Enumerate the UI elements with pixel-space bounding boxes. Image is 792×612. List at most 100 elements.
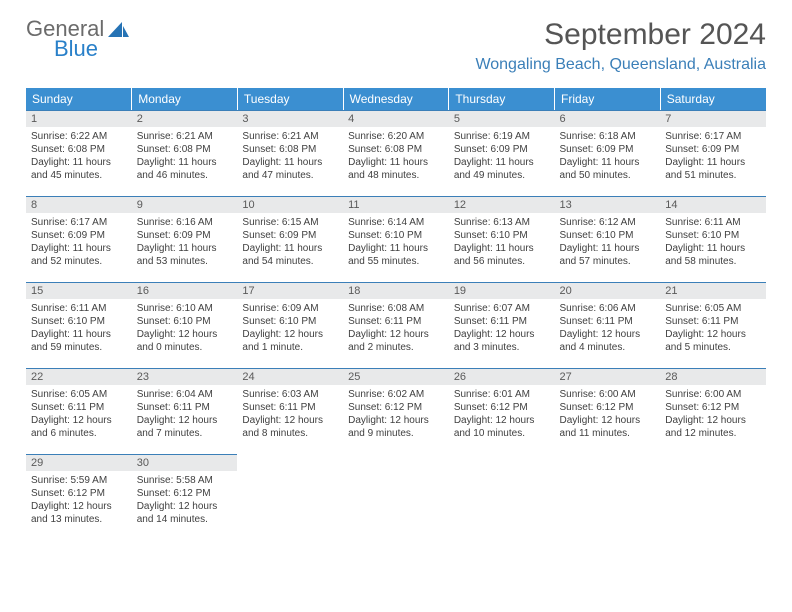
daylight-text-line1: Daylight: 12 hours (665, 328, 761, 341)
day-number: 29 (26, 454, 132, 471)
day-number: 3 (237, 110, 343, 127)
calendar-cell: 17Sunrise: 6:09 AMSunset: 6:10 PMDayligh… (237, 282, 343, 368)
sunrise-text: Sunrise: 6:21 AM (242, 130, 338, 143)
day-details: Sunrise: 6:17 AMSunset: 6:09 PMDaylight:… (26, 213, 132, 270)
sunrise-text: Sunrise: 6:03 AM (242, 388, 338, 401)
day-details: Sunrise: 6:04 AMSunset: 6:11 PMDaylight:… (132, 385, 238, 442)
daylight-text-line2: and 59 minutes. (31, 341, 127, 354)
day-number: 21 (660, 282, 766, 299)
weekday-header: Monday (132, 88, 238, 110)
day-details: Sunrise: 6:00 AMSunset: 6:12 PMDaylight:… (555, 385, 661, 442)
day-number: 20 (555, 282, 661, 299)
sunset-text: Sunset: 6:09 PM (242, 229, 338, 242)
daylight-text-line1: Daylight: 11 hours (137, 242, 233, 255)
weekday-header: Sunday (26, 88, 132, 110)
day-number: 28 (660, 368, 766, 385)
daylight-text-line1: Daylight: 12 hours (454, 414, 550, 427)
daylight-text-line1: Daylight: 11 hours (242, 242, 338, 255)
daylight-text-line1: Daylight: 11 hours (560, 242, 656, 255)
day-details: Sunrise: 6:16 AMSunset: 6:09 PMDaylight:… (132, 213, 238, 270)
day-number: 12 (449, 196, 555, 213)
day-details: Sunrise: 6:11 AMSunset: 6:10 PMDaylight:… (660, 213, 766, 270)
sunset-text: Sunset: 6:10 PM (137, 315, 233, 328)
day-details: Sunrise: 6:07 AMSunset: 6:11 PMDaylight:… (449, 299, 555, 356)
calendar-cell: 5Sunrise: 6:19 AMSunset: 6:09 PMDaylight… (449, 110, 555, 196)
daylight-text-line1: Daylight: 11 hours (665, 156, 761, 169)
daylight-text-line1: Daylight: 12 hours (31, 500, 127, 513)
daylight-text-line2: and 47 minutes. (242, 169, 338, 182)
daylight-text-line2: and 9 minutes. (348, 427, 444, 440)
day-details: Sunrise: 6:00 AMSunset: 6:12 PMDaylight:… (660, 385, 766, 442)
sunset-text: Sunset: 6:09 PM (560, 143, 656, 156)
day-number: 19 (449, 282, 555, 299)
calendar-table: Sunday Monday Tuesday Wednesday Thursday… (26, 88, 766, 540)
day-number: 22 (26, 368, 132, 385)
sunset-text: Sunset: 6:09 PM (31, 229, 127, 242)
weekday-header: Wednesday (343, 88, 449, 110)
calendar-cell: 4Sunrise: 6:20 AMSunset: 6:08 PMDaylight… (343, 110, 449, 196)
sunset-text: Sunset: 6:09 PM (454, 143, 550, 156)
day-number: 14 (660, 196, 766, 213)
weekday-header: Saturday (660, 88, 766, 110)
daylight-text-line2: and 7 minutes. (137, 427, 233, 440)
calendar-cell: 13Sunrise: 6:12 AMSunset: 6:10 PMDayligh… (555, 196, 661, 282)
daylight-text-line1: Daylight: 12 hours (242, 328, 338, 341)
sunset-text: Sunset: 6:10 PM (242, 315, 338, 328)
calendar-week-row: 15Sunrise: 6:11 AMSunset: 6:10 PMDayligh… (26, 282, 766, 368)
day-number: 2 (132, 110, 238, 127)
day-details: Sunrise: 6:06 AMSunset: 6:11 PMDaylight:… (555, 299, 661, 356)
daylight-text-line1: Daylight: 11 hours (454, 156, 550, 169)
day-number: 11 (343, 196, 449, 213)
sunset-text: Sunset: 6:11 PM (454, 315, 550, 328)
calendar-week-row: 29Sunrise: 5:59 AMSunset: 6:12 PMDayligh… (26, 454, 766, 540)
sunset-text: Sunset: 6:12 PM (665, 401, 761, 414)
sunset-text: Sunset: 6:10 PM (665, 229, 761, 242)
calendar-cell: 27Sunrise: 6:00 AMSunset: 6:12 PMDayligh… (555, 368, 661, 454)
day-details: Sunrise: 6:22 AMSunset: 6:08 PMDaylight:… (26, 127, 132, 184)
daylight-text-line2: and 12 minutes. (665, 427, 761, 440)
day-number: 6 (555, 110, 661, 127)
daylight-text-line2: and 1 minute. (242, 341, 338, 354)
day-details: Sunrise: 6:02 AMSunset: 6:12 PMDaylight:… (343, 385, 449, 442)
sunset-text: Sunset: 6:10 PM (560, 229, 656, 242)
sunrise-text: Sunrise: 6:02 AM (348, 388, 444, 401)
daylight-text-line2: and 14 minutes. (137, 513, 233, 526)
sunrise-text: Sunrise: 6:19 AM (454, 130, 550, 143)
day-details: Sunrise: 6:20 AMSunset: 6:08 PMDaylight:… (343, 127, 449, 184)
sunrise-text: Sunrise: 6:11 AM (665, 216, 761, 229)
calendar-week-row: 8Sunrise: 6:17 AMSunset: 6:09 PMDaylight… (26, 196, 766, 282)
sunset-text: Sunset: 6:11 PM (560, 315, 656, 328)
weekday-header-row: Sunday Monday Tuesday Wednesday Thursday… (26, 88, 766, 110)
calendar-cell: 16Sunrise: 6:10 AMSunset: 6:10 PMDayligh… (132, 282, 238, 368)
daylight-text-line1: Daylight: 11 hours (31, 156, 127, 169)
daylight-text-line2: and 6 minutes. (31, 427, 127, 440)
sunset-text: Sunset: 6:11 PM (242, 401, 338, 414)
daylight-text-line2: and 49 minutes. (454, 169, 550, 182)
day-details: Sunrise: 6:05 AMSunset: 6:11 PMDaylight:… (660, 299, 766, 356)
sunrise-text: Sunrise: 6:11 AM (31, 302, 127, 315)
calendar-cell (237, 454, 343, 540)
daylight-text-line2: and 4 minutes. (560, 341, 656, 354)
header: General Blue September 2024 Wongaling Be… (0, 0, 792, 82)
sunset-text: Sunset: 6:11 PM (31, 401, 127, 414)
sunset-text: Sunset: 6:12 PM (137, 487, 233, 500)
day-number: 30 (132, 454, 238, 471)
daylight-text-line1: Daylight: 12 hours (665, 414, 761, 427)
day-details: Sunrise: 6:11 AMSunset: 6:10 PMDaylight:… (26, 299, 132, 356)
sunset-text: Sunset: 6:12 PM (348, 401, 444, 414)
sunset-text: Sunset: 6:10 PM (454, 229, 550, 242)
day-number: 25 (343, 368, 449, 385)
sunset-text: Sunset: 6:08 PM (31, 143, 127, 156)
day-number: 16 (132, 282, 238, 299)
daylight-text-line1: Daylight: 11 hours (348, 156, 444, 169)
calendar-cell: 7Sunrise: 6:17 AMSunset: 6:09 PMDaylight… (660, 110, 766, 196)
sunrise-text: Sunrise: 6:00 AM (560, 388, 656, 401)
calendar-cell: 12Sunrise: 6:13 AMSunset: 6:10 PMDayligh… (449, 196, 555, 282)
calendar-cell: 20Sunrise: 6:06 AMSunset: 6:11 PMDayligh… (555, 282, 661, 368)
calendar-cell: 18Sunrise: 6:08 AMSunset: 6:11 PMDayligh… (343, 282, 449, 368)
daylight-text-line2: and 3 minutes. (454, 341, 550, 354)
day-details: Sunrise: 5:59 AMSunset: 6:12 PMDaylight:… (26, 471, 132, 528)
day-number: 27 (555, 368, 661, 385)
daylight-text-line2: and 5 minutes. (665, 341, 761, 354)
day-details: Sunrise: 6:05 AMSunset: 6:11 PMDaylight:… (26, 385, 132, 442)
